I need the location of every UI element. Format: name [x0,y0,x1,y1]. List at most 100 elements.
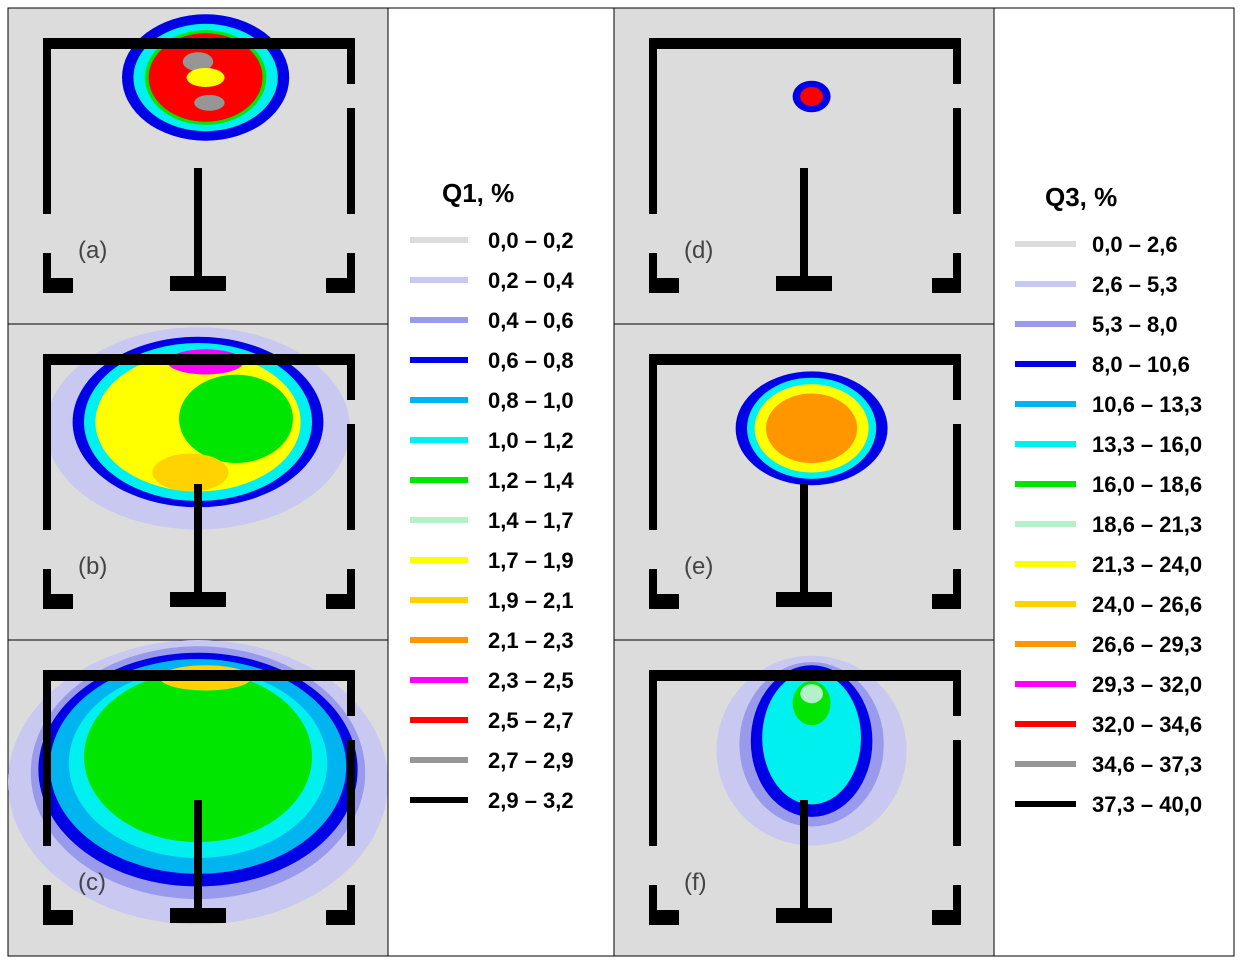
legend-entry: 1,2 – 1,4 [488,468,574,493]
panel-d: (d) [613,7,995,325]
legends-group: Q1, % 0,0 – 0,2 0,2 – 0,4 0,4 – 0,6 0,6 – 0,… [387,7,1235,957]
top-wall [649,670,961,681]
center-stem [800,800,808,915]
legend-entry: 0,2 – 0,4 [488,268,574,293]
room-walls [649,670,961,925]
room-walls [43,354,355,609]
heat-region-level-5 [762,671,861,805]
legend-entry: 37,3 – 40,0 [1092,792,1202,817]
right-wall-lower [347,253,355,293]
room-walls [649,38,961,293]
center-base [170,908,226,923]
top-wall [43,354,355,365]
left-wall-lower [649,569,657,609]
left-wall-upper [43,670,51,846]
center-base [776,276,832,291]
legend-entry: 1,0 – 1,2 [488,428,574,453]
legend-entry: 0,0 – 2,6 [1092,232,1178,257]
legend-entry: 1,7 – 1,9 [488,548,574,573]
center-base [170,276,226,291]
center-base [776,908,832,923]
legend-frame-left [387,7,615,957]
legend-title: Q3, % [1045,182,1117,212]
heat-region-level-12 [800,87,823,106]
left-foot [43,594,73,609]
panels-group: (a) (b) (c) (d) (e) (f) [7,7,995,957]
legend-frame-right [993,7,1235,957]
panel-label: (d) [684,237,713,264]
right-foot [326,278,355,293]
heatmap-blobs [716,655,907,846]
legend-entry: 13,3 – 16,0 [1092,432,1202,457]
panel-label: (f) [684,869,707,896]
left-foot [649,594,679,609]
panel-label: (b) [78,553,107,580]
panel-label: (a) [78,237,107,264]
top-wall [43,38,355,49]
legend-1: Q1, % 0,0 – 0,2 0,2 – 0,4 0,4 – 0,6 0,6 – 0,… [410,178,574,813]
left-wall-upper [649,354,657,530]
right-wall-top [953,670,961,716]
legend-entry: 29,3 – 32,0 [1092,672,1202,697]
right-wall-middle [953,108,961,214]
legend-2: Q3, % 0,0 – 2,6 2,6 – 5,3 5,3 – 8,0 8,0 – 10… [1015,182,1202,817]
room-walls [43,38,355,293]
right-foot [326,910,355,925]
legend-entry: 2,3 – 2,5 [488,668,574,693]
top-wall [43,670,355,681]
panel-label: (c) [78,869,106,896]
right-foot [932,594,961,609]
left-wall-lower [43,569,51,609]
heatmap-blobs [735,371,888,486]
left-wall-lower [43,885,51,925]
center-base [776,592,832,607]
left-wall-lower [649,253,657,293]
heat-region-level-13 [194,94,225,111]
right-wall-lower [953,569,961,609]
center-stem [800,484,808,599]
legend-entry: 1,4 – 1,7 [488,508,574,533]
left-wall-upper [649,670,657,846]
center-stem [800,168,808,283]
legend-entry: 26,6 – 29,3 [1092,632,1202,657]
left-wall-upper [43,354,51,530]
right-wall-lower [953,253,961,293]
panel-a: (a) [7,7,389,325]
legend-entry: 1,9 – 2,1 [488,588,574,613]
left-wall-upper [649,38,657,214]
heat-region-level-13 [182,52,214,72]
legend-entry: 0,6 – 0,8 [488,348,574,373]
panel-label: (e) [684,553,713,580]
right-wall-top [953,354,961,400]
right-wall-top [347,38,355,84]
left-foot [649,910,679,925]
right-wall-lower [953,885,961,925]
heat-region-level-10 [766,393,858,464]
left-foot [43,910,73,925]
legend-entry: 2,7 – 2,9 [488,748,574,773]
right-foot [932,278,961,293]
right-wall-lower [347,885,355,925]
right-foot [932,910,961,925]
legend-entry: 21,3 – 24,0 [1092,552,1202,577]
heatmap-blobs [792,80,831,113]
panel-e: (e) [613,323,995,641]
legend-entry: 2,9 – 3,2 [488,788,574,813]
legend-entry: 2,1 – 2,3 [488,628,574,653]
right-wall-middle [347,424,355,530]
panel-c: (c) [7,639,389,957]
heatmap-blobs [8,640,388,925]
left-foot [649,278,679,293]
heat-region-level-8 [186,68,225,87]
heat-region-level-7 [800,684,823,704]
center-stem [194,800,202,915]
heatmap-blobs [122,14,290,141]
right-wall-middle [347,740,355,846]
legend-entry: 0,0 – 0,2 [488,228,574,253]
legend-entry: 8,0 – 10,6 [1092,352,1190,377]
legend-entry: 10,6 – 13,3 [1092,392,1202,417]
left-foot [43,278,73,293]
right-wall-middle [953,740,961,846]
heatmap-blobs [46,327,350,530]
